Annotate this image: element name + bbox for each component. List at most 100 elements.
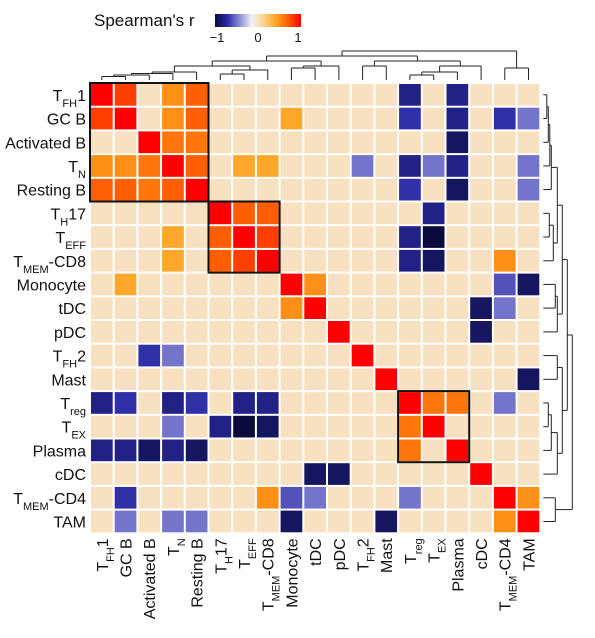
- cell-r18-c10: [328, 510, 350, 533]
- cell-r13-c3: [162, 392, 184, 414]
- cell-r1-c7: [256, 107, 279, 130]
- cell-r1-c5: [209, 107, 232, 130]
- cell-r8-c0: [91, 273, 113, 296]
- cell-r3-c1: [114, 155, 137, 177]
- cell-r0-c16: [470, 84, 492, 106]
- cell-r13-c18: [517, 392, 540, 414]
- cluster-box-1: [207, 200, 281, 274]
- row-label-0: TFH1: [53, 88, 86, 110]
- cell-r8-c11: [351, 273, 374, 296]
- cell-r0-c6: [233, 84, 255, 106]
- cell-r5-c10: [328, 202, 350, 225]
- cell-r4-c16: [470, 178, 492, 201]
- cell-r11-c8: [280, 344, 303, 367]
- cell-r7-c15: [446, 249, 469, 272]
- cell-r4-c2: [138, 178, 161, 201]
- cell-r7-c17: [493, 249, 516, 272]
- cell-r5-c18: [517, 202, 540, 225]
- cell-r18-c3: [162, 510, 184, 533]
- cell-r12-c13: [399, 368, 421, 391]
- cell-r1-c3: [162, 107, 184, 130]
- col-label-17: TMEM-CD4: [498, 538, 520, 611]
- cell-r7-c0: [91, 249, 113, 272]
- cell-r3-c4: [185, 155, 208, 177]
- cell-r13-c14: [422, 392, 445, 414]
- cell-r3-c15: [446, 155, 469, 177]
- cell-r1-c10: [328, 107, 350, 130]
- col-label-0: TFH1: [95, 538, 117, 571]
- cell-r13-c9: [304, 392, 326, 414]
- cell-r18-c0: [91, 510, 113, 533]
- cell-r1-c6: [233, 107, 255, 130]
- cell-r15-c18: [517, 439, 540, 462]
- cell-r10-c5: [209, 321, 232, 343]
- cell-r4-c6: [233, 178, 255, 201]
- cell-r9-c8: [280, 297, 303, 319]
- cell-r13-c12: [375, 392, 398, 414]
- col-label-15: Plasma: [450, 538, 467, 591]
- cell-r0-c9: [304, 84, 326, 106]
- cell-r5-c13: [399, 202, 421, 225]
- cell-r9-c14: [422, 297, 445, 319]
- cell-r7-c4: [185, 249, 208, 272]
- cell-r4-c12: [375, 178, 398, 201]
- cell-r6-c10: [328, 226, 350, 248]
- cell-r3-c17: [493, 155, 516, 177]
- cell-r5-c9: [304, 202, 326, 225]
- cell-r7-c13: [399, 249, 421, 272]
- col-label-6: TEFF: [237, 538, 259, 569]
- row-label-15: Plasma: [33, 443, 86, 460]
- cell-r14-c6: [233, 415, 255, 438]
- cell-r10-c1: [114, 321, 137, 343]
- cell-r7-c18: [517, 249, 540, 272]
- cell-r9-c5: [209, 297, 232, 319]
- cell-r2-c10: [328, 131, 350, 154]
- cell-r15-c6: [233, 439, 255, 462]
- row-label-12: Mast: [51, 372, 86, 389]
- cell-r0-c0: [91, 84, 113, 106]
- cell-r8-c14: [422, 273, 445, 296]
- cell-r17-c11: [351, 486, 374, 509]
- cell-r7-c10: [328, 249, 350, 272]
- cell-r0-c1: [114, 84, 137, 106]
- cell-r13-c16: [470, 392, 492, 414]
- cell-r14-c15: [446, 415, 469, 438]
- col-label-3: TN: [166, 538, 188, 556]
- cell-r15-c0: [91, 439, 113, 462]
- row-label-1: GC B: [47, 112, 86, 129]
- cell-r7-c1: [114, 249, 137, 272]
- cell-r12-c11: [351, 368, 374, 391]
- cell-r11-c17: [493, 344, 516, 367]
- cell-r11-c13: [399, 344, 421, 367]
- cell-r11-c7: [256, 344, 279, 367]
- cell-r3-c13: [399, 155, 421, 177]
- cell-r9-c4: [185, 297, 208, 319]
- cell-r17-c1: [114, 486, 137, 509]
- cell-r17-c17: [493, 486, 516, 509]
- cell-r3-c3: [162, 155, 184, 177]
- cell-r3-c8: [280, 155, 303, 177]
- row-label-17: TMEM-CD4: [13, 491, 86, 513]
- cell-r10-c8: [280, 321, 303, 343]
- cell-r15-c4: [185, 439, 208, 462]
- cell-r16-c15: [446, 463, 469, 485]
- row-label-8: Monocyte: [17, 277, 86, 294]
- cell-r1-c14: [422, 107, 445, 130]
- cell-r9-c13: [399, 297, 421, 319]
- cell-r2-c1: [114, 131, 137, 154]
- cell-r4-c9: [304, 178, 326, 201]
- cell-r16-c3: [162, 463, 184, 485]
- cell-r3-c11: [351, 155, 374, 177]
- cell-r18-c7: [256, 510, 279, 533]
- cell-r5-c6: [233, 202, 255, 225]
- cell-r1-c11: [351, 107, 374, 130]
- cell-r9-c9: [304, 297, 326, 319]
- cell-r5-c8: [280, 202, 303, 225]
- cell-r4-c5: [209, 178, 232, 201]
- cell-r16-c2: [138, 463, 161, 485]
- cell-r9-c15: [446, 297, 469, 319]
- col-label-18: TAM: [521, 538, 538, 571]
- cluster-box-2: [397, 390, 471, 464]
- cell-r12-c15: [446, 368, 469, 391]
